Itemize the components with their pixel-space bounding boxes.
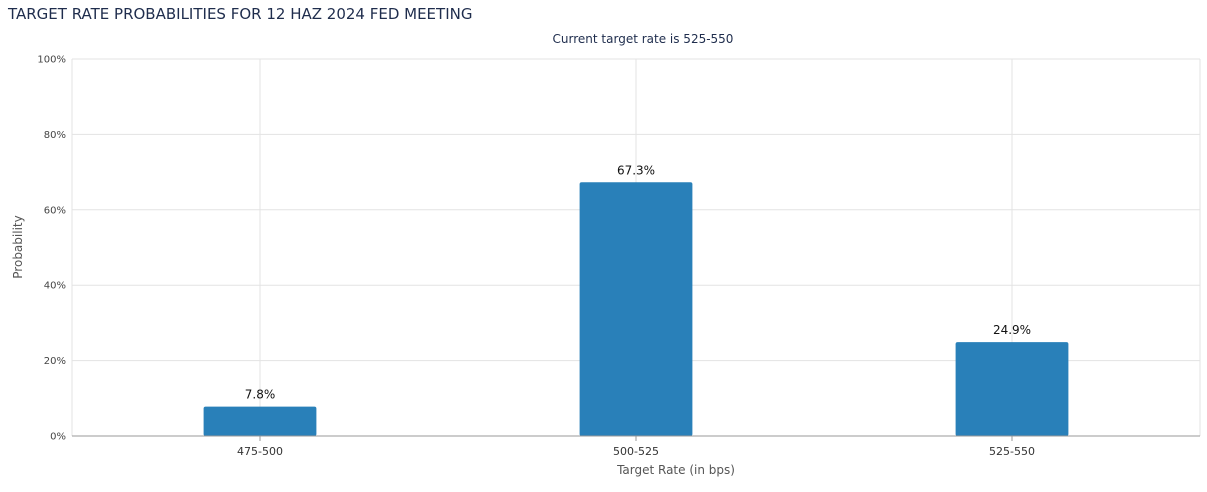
data-label: 7.8% bbox=[245, 388, 276, 402]
chart-title: TARGET RATE PROBABILITIES FOR 12 HAZ 202… bbox=[8, 5, 473, 23]
x-axis-label: Target Rate (in bps) bbox=[616, 463, 735, 477]
y-tick-label: 60% bbox=[44, 205, 66, 216]
bars: 7.8% 67.3% 24.9% bbox=[203, 163, 1069, 436]
y-axis-label: Probability bbox=[11, 215, 25, 278]
y-axis-ticks: 0% 20% 40% 60% 80% 100% bbox=[37, 55, 66, 443]
y-tick-label: 80% bbox=[44, 130, 66, 141]
data-label: 24.9% bbox=[993, 323, 1031, 337]
y-tick-label: 20% bbox=[44, 356, 66, 367]
x-tick-label: 475-500 bbox=[237, 445, 283, 458]
y-tick-label: 100% bbox=[37, 55, 66, 66]
bar-525-550[interactable] bbox=[955, 342, 1069, 436]
x-tick-label: 500-525 bbox=[613, 445, 659, 458]
bar-475-500[interactable] bbox=[203, 406, 317, 436]
chart-subtitle: Current target rate is 525-550 bbox=[553, 32, 734, 46]
data-label: 67.3% bbox=[617, 163, 655, 177]
y-tick-label: 40% bbox=[44, 281, 66, 292]
y-tick-label: 0% bbox=[50, 432, 66, 443]
x-tick-label: 525-550 bbox=[989, 445, 1035, 458]
x-axis-ticks: 475-500 500-525 525-550 bbox=[237, 436, 1035, 458]
bar-500-525[interactable] bbox=[579, 182, 693, 436]
